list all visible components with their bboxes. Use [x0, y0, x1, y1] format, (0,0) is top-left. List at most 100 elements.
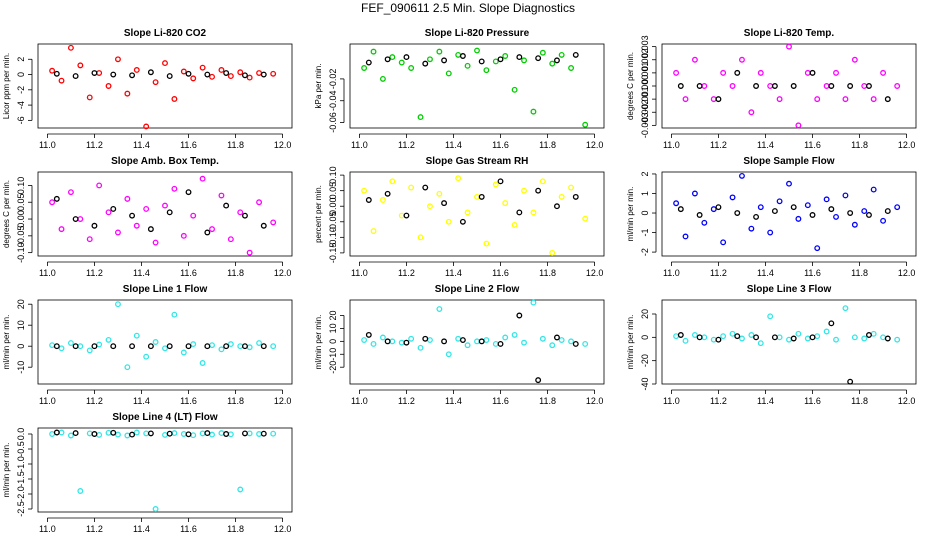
plot-frame — [37, 299, 293, 385]
x-tick-label: 12.0 — [898, 140, 916, 150]
data-point — [53, 70, 60, 77]
x-tick-label: 11.2 — [86, 396, 103, 406]
data-point — [185, 189, 192, 196]
data-point — [143, 353, 150, 360]
data-point — [53, 195, 60, 202]
data-point — [464, 62, 471, 69]
data-point — [422, 335, 429, 342]
y-tick-label: -0.001 — [640, 86, 650, 112]
data-point — [384, 190, 391, 197]
data-point — [110, 71, 117, 78]
x-tick-label: 11.2 — [710, 396, 727, 406]
data-point — [237, 343, 244, 350]
data-point — [757, 204, 764, 211]
y-tick-label: 0.001 — [640, 62, 650, 85]
data-point — [530, 108, 537, 115]
data-point — [558, 51, 565, 58]
x-tick-label: 11.8 — [539, 396, 556, 406]
y-axis-label: degrees C per min. — [626, 52, 635, 120]
data-point — [162, 431, 168, 438]
data-point — [242, 212, 248, 219]
data-point — [162, 345, 168, 352]
data-point — [894, 83, 901, 89]
y-tick-label: 0.00 — [16, 210, 26, 228]
x-tick-label: 11.6 — [180, 140, 197, 150]
data-point — [823, 196, 830, 203]
data-point — [894, 336, 901, 343]
x-tick-label: 11.4 — [133, 268, 150, 278]
data-point — [124, 195, 131, 202]
data-point — [370, 48, 377, 55]
y-axis-label: ml/min per min. — [2, 315, 11, 370]
x-tick-label: 11.2 — [86, 268, 103, 278]
data-point — [77, 216, 84, 222]
data-point — [133, 222, 140, 229]
data-point — [866, 212, 872, 218]
data-point — [190, 341, 197, 348]
x-tick-label: 11.0 — [39, 268, 56, 278]
data-point — [847, 210, 854, 216]
x-tick-label: 12.0 — [274, 268, 292, 278]
data-point — [828, 320, 835, 327]
data-point — [866, 332, 872, 338]
y-tick-label: -0.05 — [16, 226, 26, 247]
data-point — [365, 59, 372, 66]
data-point — [162, 60, 168, 67]
data-point — [535, 377, 542, 384]
data-point — [828, 83, 835, 89]
x-tick-label: 11.2 — [710, 140, 727, 150]
data-point — [739, 335, 745, 342]
data-point — [804, 202, 811, 209]
y-tick-label: -4 — [16, 101, 26, 109]
data-point — [696, 334, 703, 341]
data-point — [790, 335, 797, 342]
data-point — [370, 340, 377, 347]
y-tick-label: -0.10 — [16, 242, 26, 263]
x-tick-label: 11.2 — [86, 140, 103, 150]
data-point — [398, 59, 405, 66]
data-point — [218, 192, 225, 199]
data-point — [757, 69, 764, 76]
data-point — [445, 218, 452, 225]
y-tick-label: -1.0 — [16, 456, 26, 472]
data-point — [492, 340, 499, 347]
data-point — [237, 69, 244, 76]
data-point — [572, 193, 579, 200]
data-point — [190, 212, 197, 219]
data-point — [558, 337, 565, 344]
data-point — [492, 181, 499, 188]
data-point — [572, 340, 579, 347]
panel-title: Slope Line 3 Flow — [747, 284, 832, 295]
data-point — [729, 330, 736, 337]
page-title: FEF_090611 2.5 Min. Slope Diagnostics — [361, 1, 575, 15]
data-point — [218, 346, 225, 353]
data-point — [223, 70, 230, 76]
data-point — [696, 212, 703, 218]
x-tick-label: 11.6 — [180, 268, 197, 278]
data-point — [530, 299, 537, 306]
data-point — [152, 506, 159, 512]
data-point — [105, 209, 112, 216]
y-tick-label: -0.003 — [640, 113, 650, 139]
y-tick-label: 0.10 — [328, 166, 338, 184]
data-point — [166, 209, 173, 216]
data-point — [767, 229, 774, 236]
data-point — [67, 44, 74, 51]
data-point — [436, 190, 443, 197]
data-point — [143, 206, 150, 212]
data-point — [124, 90, 131, 97]
data-point — [199, 360, 206, 366]
data-point — [422, 60, 429, 67]
data-point — [246, 249, 253, 256]
x-tick-label: 11.8 — [227, 396, 244, 406]
data-point — [408, 65, 415, 71]
x-tick-label: 11.4 — [445, 140, 462, 150]
y-tick-label: 0 — [640, 335, 650, 340]
data-point — [833, 213, 839, 220]
data-point — [682, 337, 689, 344]
y-tick-label: -0.15 — [328, 243, 338, 264]
data-point — [521, 57, 527, 64]
data-point — [129, 212, 136, 219]
y-tick-label: -20 — [640, 354, 650, 367]
data-point — [478, 338, 485, 345]
